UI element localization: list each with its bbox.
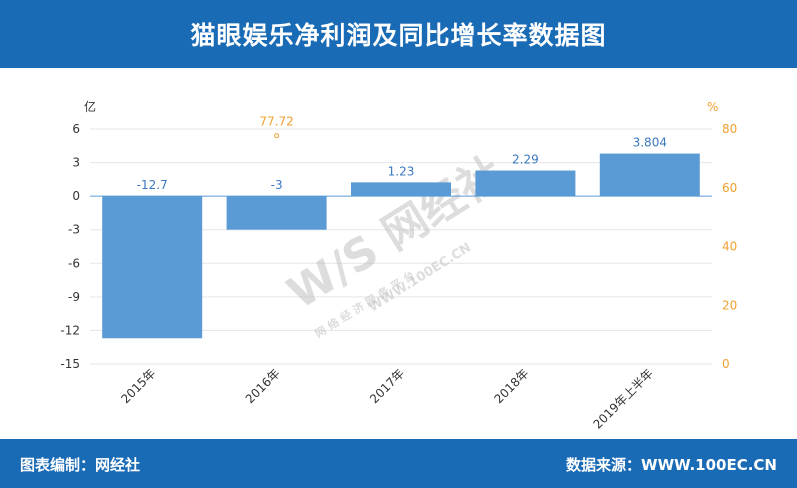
bar — [475, 170, 576, 197]
y2-tick-label: 60 — [722, 181, 737, 195]
y2-tick-label: 0 — [722, 357, 730, 371]
y-tick-label: -12 — [60, 323, 80, 337]
footer-source: 数据来源：WWW.100EC.CN — [566, 456, 777, 474]
footer-credit: 图表编制：网经社 — [20, 456, 141, 474]
footer-bar: 图表编制：网经社 数据来源：WWW.100EC.CN — [0, 439, 797, 488]
bar — [351, 182, 451, 197]
y-tick-label: -15 — [60, 357, 80, 371]
y-tick-label: 6 — [72, 122, 80, 136]
y-tick-label: 0 — [72, 189, 80, 203]
bar-value-label: -12.7 — [137, 178, 168, 192]
y-tick-label: -3 — [68, 223, 80, 237]
y-tick-label: -9 — [68, 290, 80, 304]
bar-series — [102, 153, 700, 339]
y2-tick-label: 80 — [722, 122, 737, 136]
bar-value-label: 3.804 — [633, 136, 667, 150]
y2-tick-label: 40 — [722, 240, 737, 254]
x-category-label: 2018年 — [492, 366, 532, 406]
y2-axis-unit: % — [707, 100, 718, 114]
title-bar: 猫眼娱乐净利润及同比增长率数据图 — [0, 0, 797, 68]
x-category-label: 2016年 — [243, 366, 283, 406]
bar — [226, 196, 327, 230]
bar — [599, 153, 700, 197]
x-category-label: 2015年 — [118, 366, 158, 406]
x-category-label: 2019年上半年 — [590, 366, 655, 431]
chart-title: 猫眼娱乐净利润及同比增长率数据图 — [190, 21, 607, 50]
bar-value-label: 1.23 — [388, 164, 415, 178]
bar-value-label: 2.29 — [512, 153, 539, 167]
bar-value-label: -3 — [271, 178, 283, 192]
rate-point — [274, 133, 280, 139]
y-axis-unit: 亿 — [84, 99, 96, 114]
y2-tick-label: 20 — [722, 298, 737, 312]
rate-value-label: 77.72 — [259, 115, 293, 129]
x-category-label: 2017年 — [367, 366, 407, 406]
y-tick-label: -6 — [68, 256, 80, 270]
data-labels: -12.7 -3 1.23 2.29 3.804 77.72 — [137, 115, 667, 192]
y-tick-label: 3 — [72, 156, 80, 170]
bar — [102, 196, 203, 339]
